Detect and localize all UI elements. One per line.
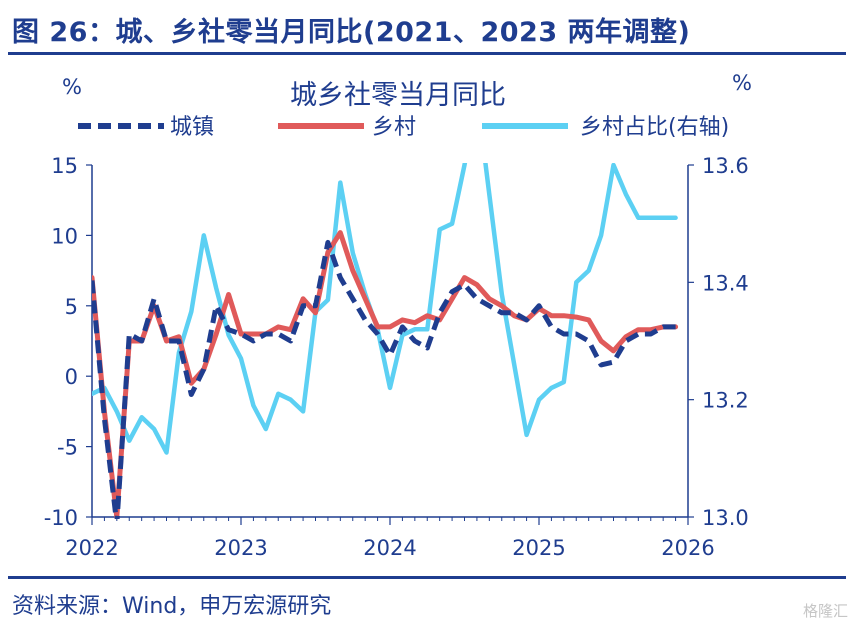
chart: 城乡社零当月同比 % % 城镇 乡村 乡村占比(右轴) 15 10 5 0 -5 -10 13.… bbox=[44, 71, 752, 560]
x-tick-label: 2025 bbox=[512, 536, 565, 560]
left-tick-label: 0 bbox=[65, 365, 78, 389]
series-line-1 bbox=[92, 239, 676, 519]
series-lines bbox=[92, 163, 679, 519]
left-axis-unit: % bbox=[62, 75, 82, 99]
source-note: 资料来源：Wind，申万宏源研究 bbox=[12, 594, 332, 619]
legend-label-1: 城镇 bbox=[170, 115, 214, 140]
watermark: 格隆汇 bbox=[802, 602, 848, 620]
top-divider bbox=[8, 52, 846, 55]
left-tick-label: -5 bbox=[57, 436, 78, 460]
right-tick-label: 13.0 bbox=[702, 506, 749, 530]
left-tick-label: 15 bbox=[51, 154, 78, 178]
legend-label-2: 乡村 bbox=[372, 115, 416, 140]
right-tick-label: 13.2 bbox=[702, 389, 749, 413]
right-tick-label: 13.6 bbox=[702, 154, 749, 178]
series-line-3 bbox=[92, 163, 678, 455]
x-tick-label: 2022 bbox=[65, 536, 118, 560]
series-line-2 bbox=[92, 230, 679, 519]
right-axis-unit: % bbox=[732, 71, 752, 95]
x-tick-label: 2023 bbox=[214, 536, 267, 560]
legend-label-3: 乡村占比(右轴) bbox=[580, 115, 729, 140]
x-tick-label: 2024 bbox=[363, 536, 416, 560]
x-tick-label: 2026 bbox=[661, 536, 714, 560]
axes: 15 10 5 0 -5 -10 13.6 13.4 13.2 13.0 2022 2023 2024 2… bbox=[44, 154, 749, 560]
legend: 城镇 乡村 乡村占比(右轴) bbox=[78, 115, 729, 140]
bottom-divider bbox=[8, 576, 846, 579]
chart-title: 城乡社零当月同比 bbox=[290, 80, 506, 111]
right-tick-label: 13.4 bbox=[702, 271, 749, 295]
left-tick-label: 10 bbox=[51, 224, 78, 248]
left-tick-label: 5 bbox=[65, 295, 78, 319]
figure-title: 图 26：城、乡社零当月同比(2021、2023 两年调整) bbox=[12, 17, 691, 48]
left-tick-label: -10 bbox=[44, 506, 78, 530]
